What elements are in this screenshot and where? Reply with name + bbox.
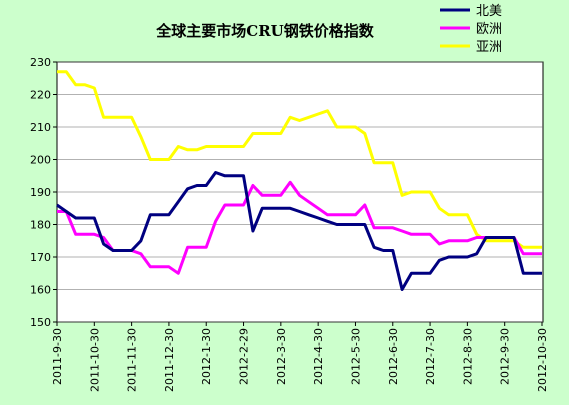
x-tick-label: 2012-7-30 (424, 328, 437, 385)
legend-label: 亚洲 (476, 40, 502, 55)
x-tick-label: 2012-9-30 (499, 328, 512, 385)
x-tick-label: 2012-3-30 (275, 328, 288, 385)
series-line (56, 171, 542, 291)
x-tick-label: 2011-9-30 (51, 328, 64, 385)
y-tick-label: 230 (30, 56, 51, 69)
y-tick-label: 150 (30, 316, 51, 329)
x-tick-label: 2011-11-30 (126, 328, 139, 392)
x-tick-label: 2012-4-30 (312, 328, 325, 385)
x-tick-label: 2012-1-30 (200, 328, 213, 385)
y-tick-label: 170 (30, 251, 51, 264)
series-line (57, 180, 542, 275)
y-tick-label: 190 (30, 186, 51, 199)
x-tick-label: 2012-2-29 (238, 328, 251, 385)
y-tick-label: 160 (30, 284, 51, 297)
y-tick-label: 200 (30, 154, 51, 167)
y-tick-label: 180 (30, 219, 51, 232)
x-tick-label: 2012-5-30 (349, 328, 362, 385)
y-tick-label: 210 (30, 121, 51, 134)
x-tick-label: 2012-6-30 (387, 328, 400, 385)
x-tick-label: 2011-12-30 (163, 328, 176, 392)
legend-label: 北美 (476, 4, 502, 19)
chart-title: 全球主要市场CRU钢铁价格指数 (155, 22, 374, 40)
series-line (57, 70, 542, 249)
x-tick-label: 2012-8-30 (461, 328, 474, 385)
y-tick-label: 220 (30, 89, 51, 102)
x-tick-label: 2011-10-30 (88, 328, 101, 392)
legend-label: 欧洲 (476, 22, 502, 37)
x-tick-label: 2012-10-30 (536, 328, 549, 392)
